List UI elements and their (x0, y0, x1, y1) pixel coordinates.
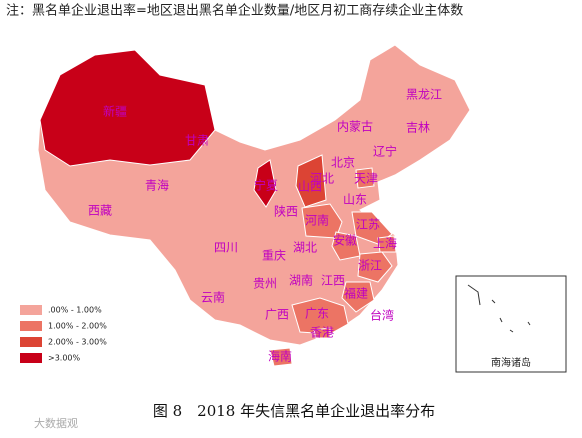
province-label: 陕西 (274, 204, 298, 219)
province-label: 黑龙江 (406, 88, 442, 102)
province-shape (357, 251, 393, 283)
province-label: 湖北 (293, 240, 317, 255)
province-shape (295, 154, 327, 208)
inset-frame (455, 275, 567, 373)
province-label: 台湾 (370, 308, 394, 323)
province-label: 重庆 (262, 249, 286, 263)
province-shape (39, 49, 216, 167)
province-shape (377, 235, 397, 253)
province-label: 江西 (321, 274, 345, 288)
province-label: 宁夏 (254, 178, 278, 193)
caption: 图 8 2018 年失信黑名单企业退出率分布 (153, 402, 435, 420)
province-label: 福建 (344, 286, 368, 301)
province-label: 安徽 (333, 233, 357, 248)
note: 注：黑名单企业退出率=地区退出黑名单企业数量/地区月初工商存续企业主体数 (6, 3, 463, 19)
province-label: 山东 (343, 193, 367, 207)
province-label: 青海 (145, 178, 169, 193)
province-label: 甘肃 (185, 134, 209, 148)
province-shape (253, 159, 277, 208)
province-shape (269, 347, 293, 367)
legend-swatch (20, 321, 42, 331)
province-label: 山西 (298, 180, 322, 194)
province-shape (331, 231, 361, 261)
province-label: 河南 (305, 213, 329, 228)
province-label: 贵州 (253, 277, 277, 291)
province-label: 湖南 (289, 273, 313, 288)
province-shape (341, 281, 375, 313)
watermark: 大数据观 (34, 416, 78, 430)
province-label: 广西 (265, 308, 289, 322)
province-label: 浙江 (358, 259, 382, 273)
province-label: 四川 (214, 241, 238, 255)
legend-swatch (20, 337, 42, 347)
inset-islands (467, 284, 531, 333)
province-label: 云南 (201, 290, 225, 305)
province-label: 辽宁 (373, 144, 397, 159)
inset-label: 南海诸岛 (491, 356, 531, 369)
province-label: 海南 (268, 349, 292, 364)
province-shape (355, 167, 375, 189)
province-label: 上海 (373, 236, 397, 251)
province-shape (313, 327, 331, 339)
province-label: 新疆 (103, 104, 127, 119)
province-label: 内蒙古 (337, 119, 373, 134)
legend-label: 2.00% - 3.00% (48, 338, 107, 347)
legend-label: >3.00% (48, 354, 81, 363)
legend: .00% - 1.00% 1.00% - 2.00% 2.00% - 3.00% >3… (20, 305, 107, 363)
province-label: 吉林 (406, 121, 430, 135)
province-shape (301, 203, 343, 239)
legend-label: .00% - 1.00% (48, 306, 102, 315)
province-shape (291, 297, 349, 335)
province-label: 河北 (310, 172, 334, 186)
province-label: 香港 (310, 326, 334, 340)
province-label: 广东 (305, 307, 329, 321)
province-label: 西藏 (88, 204, 112, 218)
legend-swatch (20, 305, 42, 315)
province-label: 北京 (331, 156, 355, 170)
province-label: 天津 (354, 172, 378, 186)
legend-swatch (20, 353, 42, 363)
province-label: 江苏 (356, 218, 380, 232)
legend-label: 1.00% - 2.00% (48, 322, 107, 331)
